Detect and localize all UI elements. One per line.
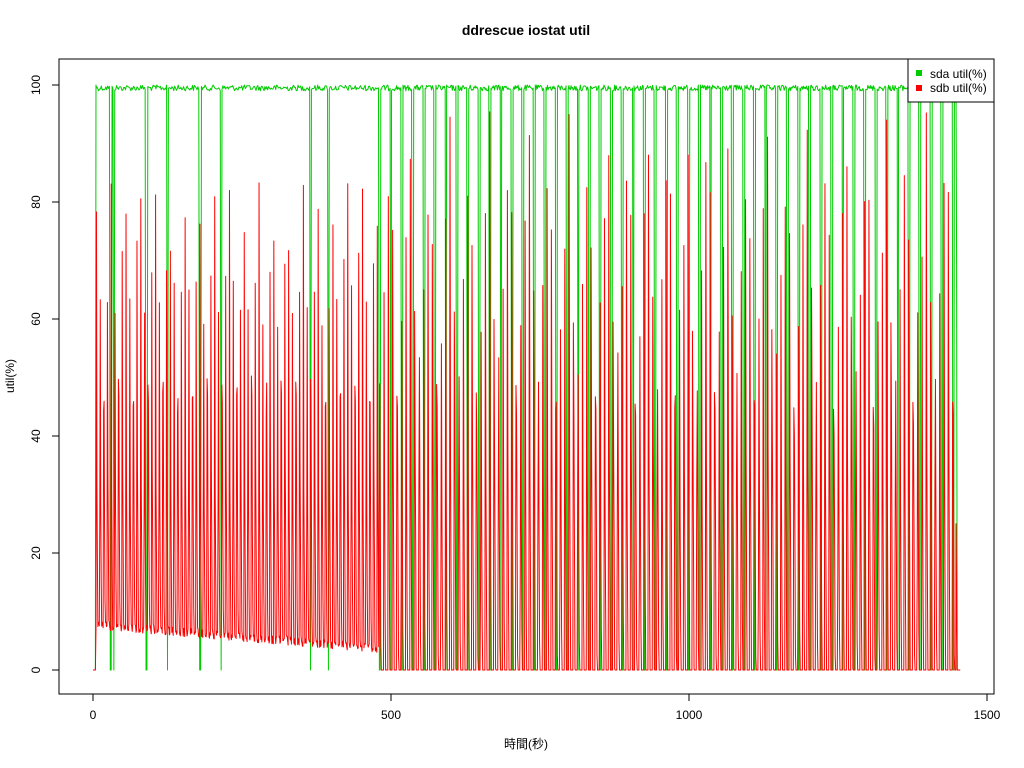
series-line-sda: [93, 84, 961, 671]
legend-swatch-sda: [916, 70, 922, 76]
x-tick-label: 1000: [676, 708, 703, 722]
y-tick-label: 80: [29, 195, 43, 209]
legend-label-sda: sda util(%): [930, 67, 987, 81]
y-tick-label: 40: [29, 429, 43, 443]
legend-label-sdb: sdb util(%): [930, 81, 987, 95]
x-tick-label: 500: [381, 708, 401, 722]
legend-swatch-sdb: [916, 85, 922, 91]
legend: sda util(%) sdb util(%): [907, 58, 995, 103]
chart-title: ddrescue iostat util: [462, 22, 590, 38]
series-line-sdb: [93, 111, 961, 671]
x-axis-label: 時間(秒): [504, 737, 548, 751]
x-tick-label: 0: [90, 708, 97, 722]
y-tick-label: 20: [29, 546, 43, 560]
series-layer: [93, 84, 961, 671]
y-tick-label: 100: [29, 75, 43, 95]
legend-box: [907, 58, 995, 103]
x-axis: 0 500 1000 1500: [90, 693, 1001, 722]
y-tick-label: 60: [29, 312, 43, 326]
x-tick-label: 1500: [974, 708, 1001, 722]
y-tick-label: 0: [29, 666, 43, 673]
y-axis-label: util(%): [3, 359, 17, 393]
y-axis: 0 20 40 60 80 100: [29, 75, 60, 673]
